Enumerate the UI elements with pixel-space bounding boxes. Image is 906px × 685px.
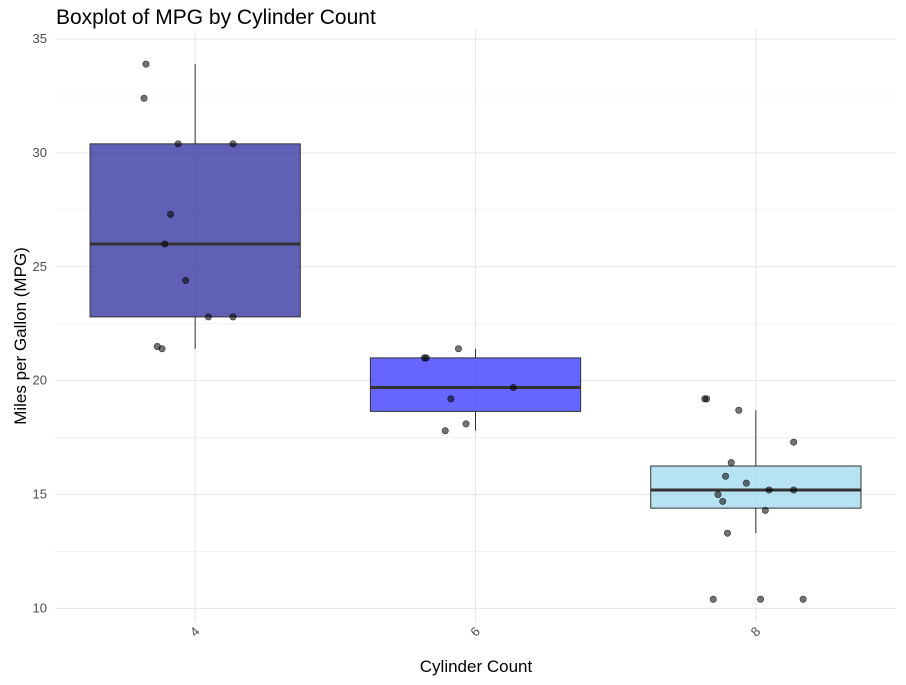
x-tick-label: 8 <box>748 624 764 640</box>
data-point <box>719 497 727 505</box>
data-point <box>723 529 731 537</box>
box-6 <box>369 357 582 412</box>
y-tick-labels: 10 15 20 25 30 35 <box>33 31 47 615</box>
data-point <box>727 459 735 467</box>
data-point <box>509 383 517 391</box>
data-point <box>229 313 237 321</box>
points <box>140 60 807 603</box>
data-point <box>447 395 455 403</box>
data-point <box>761 506 769 514</box>
data-point <box>229 140 237 148</box>
data-point <box>742 479 750 487</box>
boxes <box>89 64 862 534</box>
y-tick-label: 15 <box>33 486 47 501</box>
data-point <box>790 486 798 494</box>
data-point <box>714 490 722 498</box>
x-tick-label: 4 <box>187 624 203 640</box>
y-tick-label: 35 <box>33 31 47 46</box>
data-point <box>790 438 798 446</box>
chart-title: Boxplot of MPG by Cylinder Count <box>56 6 376 29</box>
data-point <box>757 595 765 603</box>
data-point <box>204 313 212 321</box>
y-tick-label: 10 <box>33 600 47 615</box>
data-point <box>701 395 709 403</box>
y-axis-title: Miles per Gallon (MPG) <box>11 247 30 425</box>
data-point <box>765 486 773 494</box>
x-tick-labels: 4 6 8 <box>187 624 763 640</box>
y-tick-label: 20 <box>33 373 47 388</box>
data-point <box>722 472 730 480</box>
data-point <box>454 345 462 353</box>
data-point <box>140 94 148 102</box>
x-axis-title: Cylinder Count <box>420 657 533 676</box>
data-point <box>174 140 182 148</box>
box-8 <box>650 465 862 509</box>
data-point <box>709 595 717 603</box>
y-tick-label: 25 <box>33 259 47 274</box>
box-4 <box>89 143 301 318</box>
data-point <box>161 240 169 248</box>
data-point <box>167 210 175 218</box>
data-point <box>441 427 449 435</box>
data-point <box>799 595 807 603</box>
data-point <box>462 420 470 428</box>
y-tick-label: 30 <box>33 145 47 160</box>
data-point <box>158 345 166 353</box>
grid <box>55 30 896 622</box>
x-tick-label: 6 <box>467 624 483 640</box>
data-point <box>420 354 428 362</box>
data-point <box>142 60 150 68</box>
data-point <box>735 406 743 414</box>
data-point <box>182 276 190 284</box>
